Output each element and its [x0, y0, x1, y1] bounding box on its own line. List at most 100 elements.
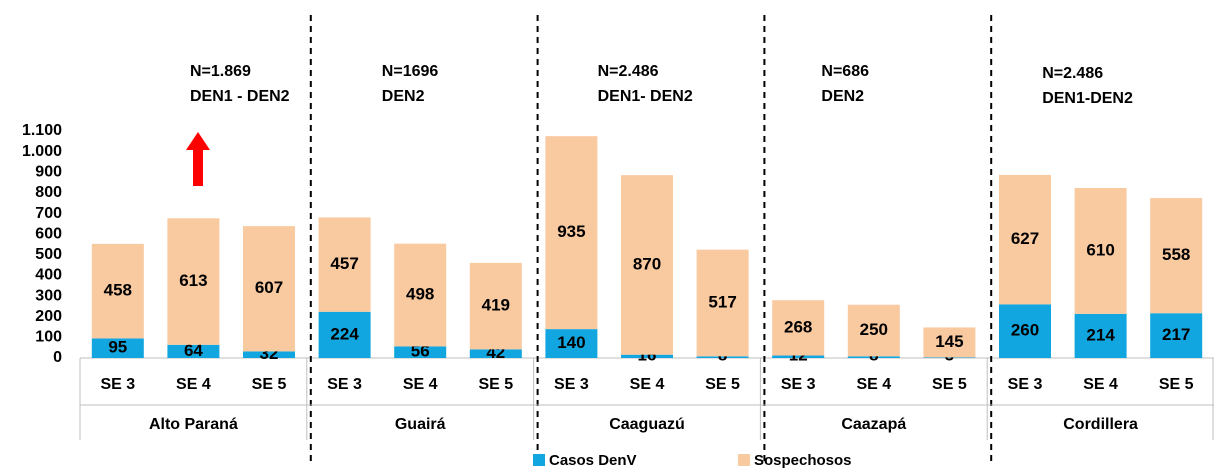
x-tick-label: SE 3 [1008, 376, 1043, 393]
bar-segment [545, 136, 598, 330]
x-tick-label: SE 5 [705, 376, 740, 393]
x-tick-label: SE 4 [630, 376, 665, 393]
data-label: 64 [184, 341, 203, 360]
annotation: N=686 [821, 63, 869, 80]
group-label: Caaguazú [609, 416, 685, 433]
bar-segment [91, 338, 144, 358]
arrow-shaft [193, 148, 203, 186]
legend-label: Sospechosos [754, 452, 852, 469]
data-label: 457 [330, 254, 358, 273]
bar-segment [167, 218, 220, 345]
group-label: Alto Paraná [149, 416, 238, 433]
data-label: 935 [557, 222, 585, 241]
group-label: Cordillera [1063, 416, 1138, 433]
data-label: 517 [708, 292, 736, 311]
x-tick-label: SE 5 [932, 376, 967, 393]
annotation: N=1.869 [190, 63, 251, 80]
bar-segment [923, 357, 976, 358]
bar-segment [772, 355, 825, 358]
y-tick-label: 700 [35, 205, 62, 222]
y-tick-label: 800 [35, 184, 62, 201]
y-tick-label: 400 [35, 267, 62, 284]
bar-segment [394, 243, 447, 347]
data-label: 458 [104, 281, 132, 300]
data-label: 56 [411, 342, 430, 361]
x-tick-label: SE 4 [403, 376, 438, 393]
bar-segment [621, 354, 673, 358]
annotation: DEN2 [382, 88, 425, 105]
bar-segment [318, 311, 371, 358]
data-label: 610 [1086, 240, 1114, 259]
x-tick-label: SE 5 [478, 376, 513, 393]
bar-segment [999, 174, 1051, 305]
bar-segment [1150, 198, 1203, 314]
bar-segment [696, 249, 749, 357]
bar-segment [1074, 187, 1127, 314]
y-tick-label: 200 [35, 308, 62, 325]
data-label: 224 [330, 324, 359, 343]
data-label: 498 [406, 285, 434, 304]
data-label: 95 [108, 338, 127, 357]
data-label: 607 [255, 278, 283, 297]
y-tick-label: 900 [35, 163, 62, 180]
bar-segment [847, 304, 900, 357]
y-tick-label: 300 [35, 287, 62, 304]
bar-segment [545, 329, 598, 358]
bar-segment [999, 304, 1051, 358]
y-tick-label: 100 [35, 329, 62, 346]
bar-segment [772, 300, 825, 356]
bar-segment [1150, 313, 1203, 358]
annotation: N=1696 [382, 63, 439, 80]
legend-swatch [533, 454, 545, 466]
data-label: 870 [633, 254, 661, 273]
bar-segment [469, 349, 522, 358]
bar-segment [1074, 313, 1127, 358]
annotation: N=2.486 [598, 63, 659, 80]
data-label: 558 [1162, 245, 1190, 264]
x-tick-label: SE 3 [781, 376, 816, 393]
x-tick-label: SE 3 [554, 376, 589, 393]
y-tick-label: 1.000 [22, 143, 62, 160]
annotation: N=2.486 [1042, 65, 1103, 82]
y-tick-label: 1.100 [22, 122, 62, 139]
data-label: 260 [1011, 321, 1039, 340]
bar-segment [243, 226, 295, 352]
bar-segment [847, 356, 900, 358]
x-tick-label: SE 4 [1083, 376, 1118, 393]
data-label: 419 [482, 296, 510, 315]
bar-segment [91, 243, 144, 339]
bar-segment [167, 344, 220, 358]
annotation: DEN1-DEN2 [1042, 90, 1133, 107]
y-tick-label: 0 [53, 349, 62, 366]
x-tick-label: SE 5 [252, 376, 287, 393]
annotation: DEN1- DEN2 [598, 88, 693, 105]
bar-segment [243, 351, 295, 358]
legend-swatch [738, 454, 750, 466]
bar-segment [923, 327, 976, 358]
data-label: 140 [557, 333, 585, 352]
y-tick-label: 500 [35, 246, 62, 263]
data-label: 627 [1011, 229, 1039, 248]
data-label: 613 [179, 271, 207, 290]
bar-segment [696, 356, 749, 358]
x-tick-label: SE 5 [1159, 376, 1194, 393]
group-label: Caazapá [841, 416, 906, 433]
data-label: 214 [1086, 325, 1115, 344]
legend-label: Casos DenV [549, 452, 637, 469]
group-label: Guairá [395, 416, 446, 433]
y-tick-label: 600 [35, 225, 62, 242]
bar-segment [318, 217, 371, 312]
x-tick-label: SE 4 [856, 376, 891, 393]
data-label: 145 [935, 332, 963, 351]
bar-segment [394, 346, 447, 358]
arrow-head [186, 132, 210, 150]
data-label: 250 [860, 320, 888, 339]
x-tick-label: SE 3 [100, 376, 135, 393]
annotation: DEN2 [821, 88, 864, 105]
x-tick-label: SE 4 [176, 376, 211, 393]
x-tick-label: SE 3 [327, 376, 362, 393]
data-label: 268 [784, 317, 812, 336]
annotation: DEN1 - DEN2 [190, 88, 290, 105]
bar-segment [469, 262, 522, 350]
